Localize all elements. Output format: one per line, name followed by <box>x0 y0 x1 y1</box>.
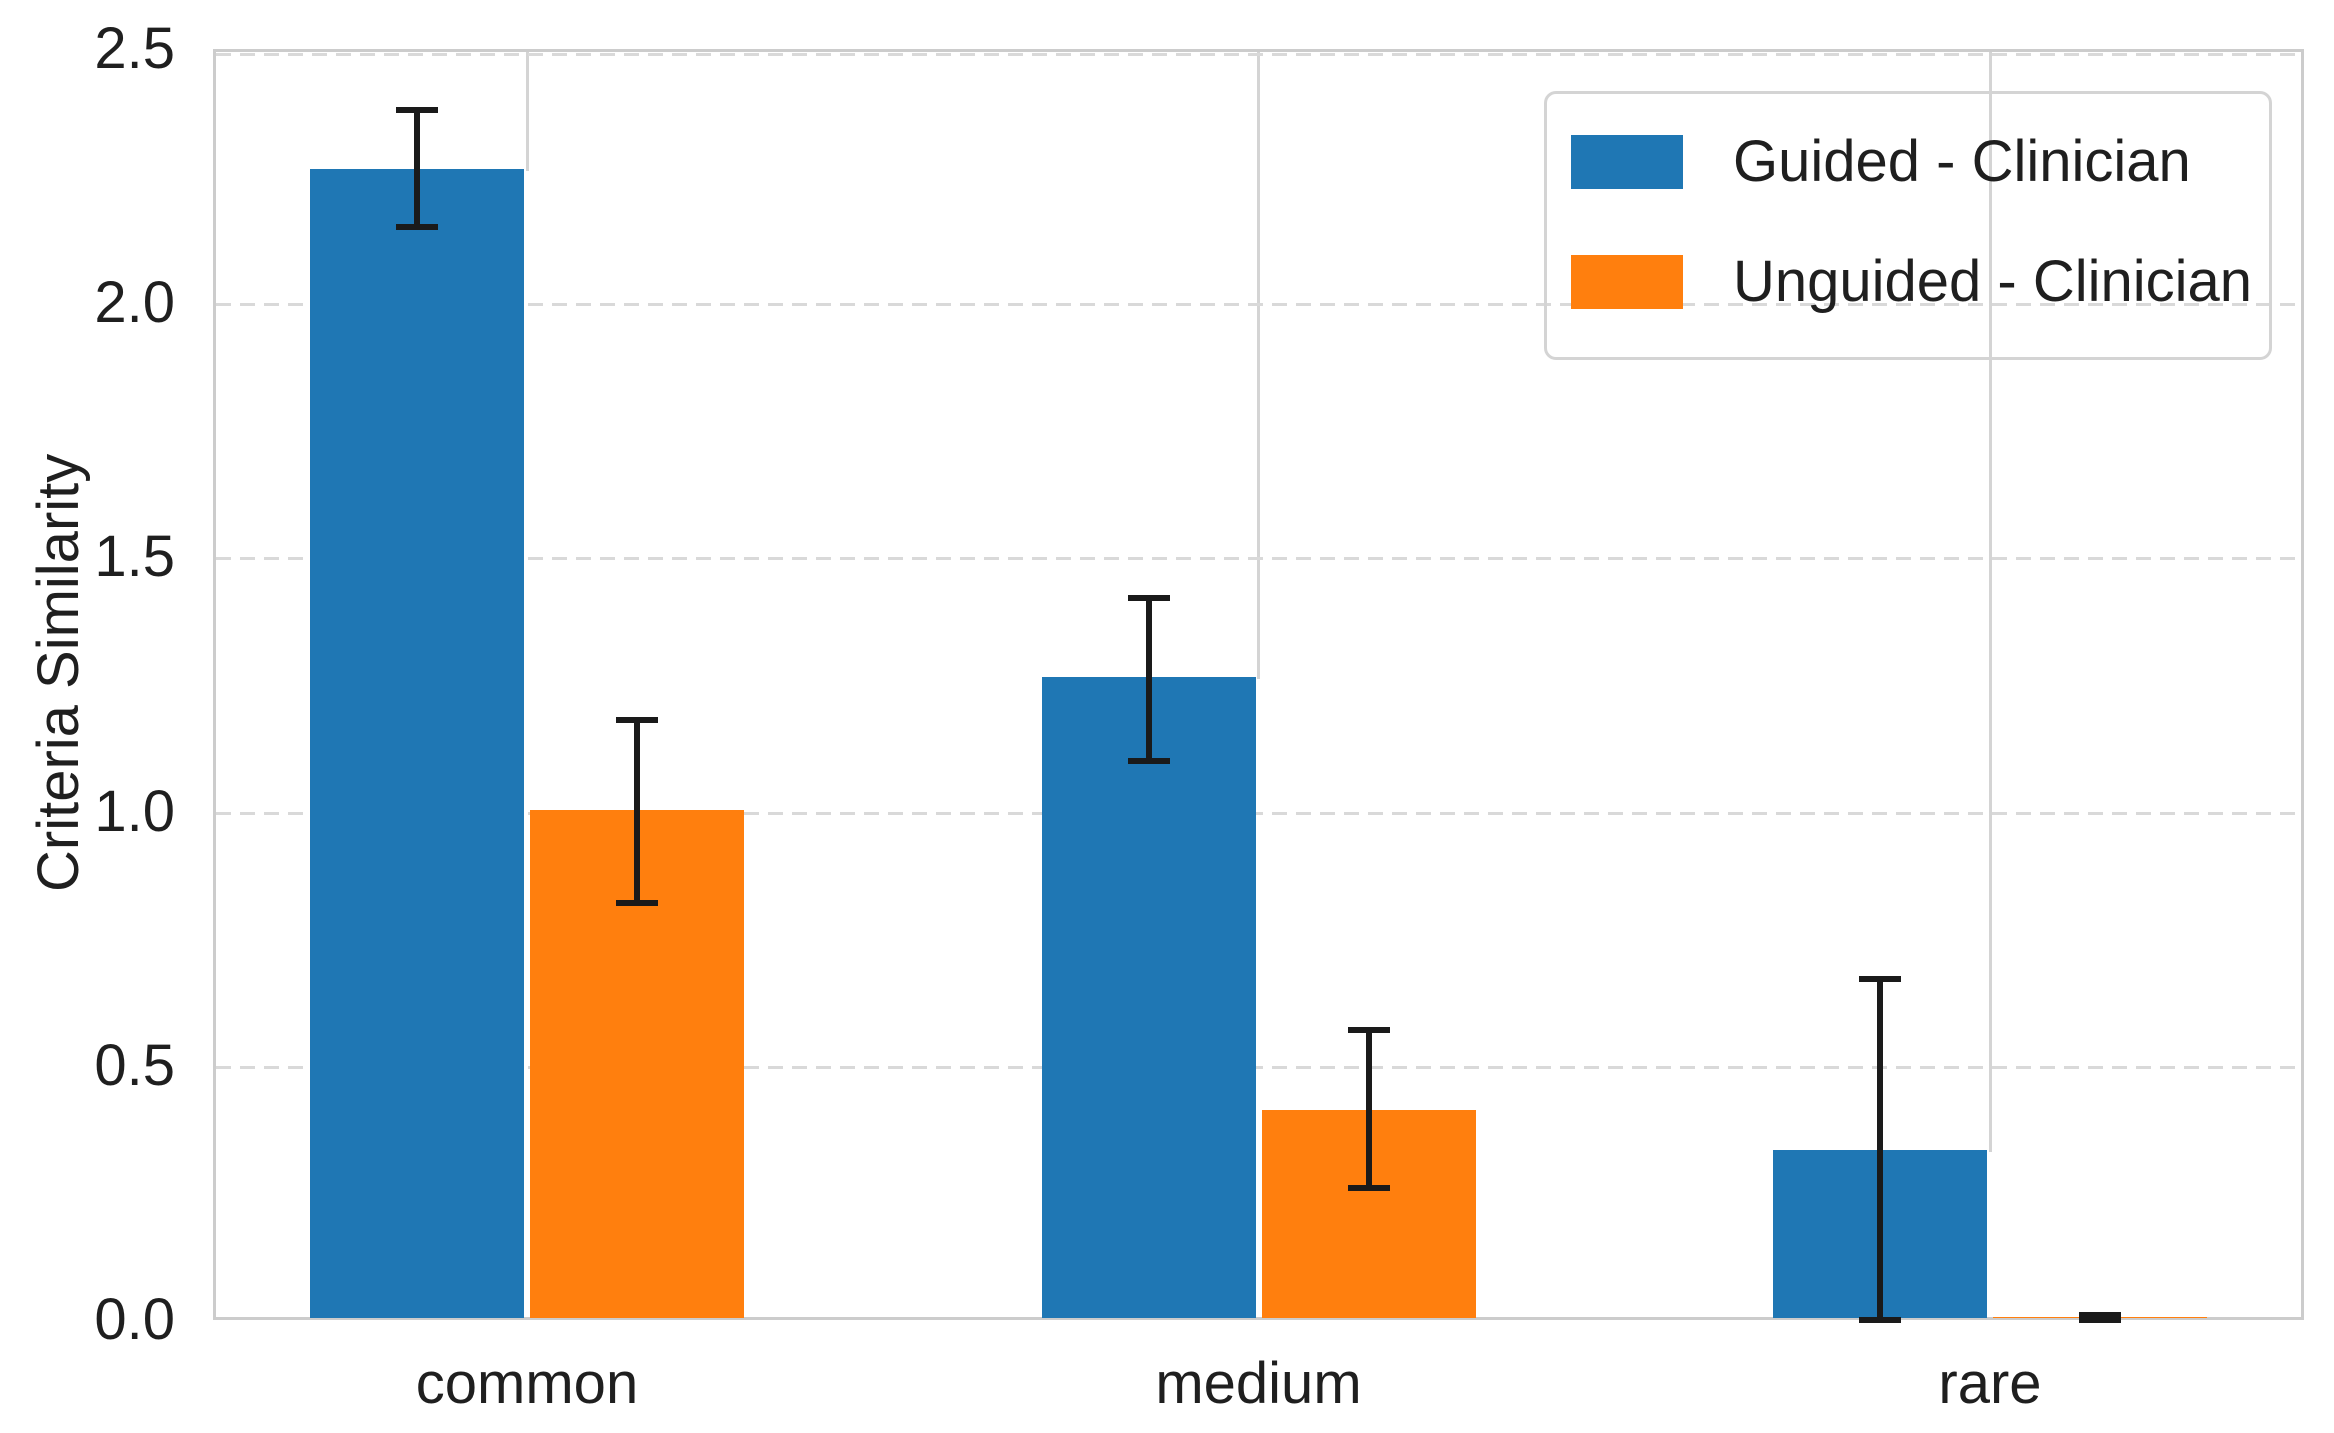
horizontal-gridline <box>216 53 2301 56</box>
error-cap-top <box>2079 1311 2121 1318</box>
error-bar-unguided-clinician-medium <box>1365 1030 1372 1188</box>
vertical-gridline <box>1988 52 1992 1153</box>
x-tick-label: rare <box>1938 1351 2042 1416</box>
error-bar-unguided-clinician-common <box>634 720 640 904</box>
y-tick-label: 2.5 <box>94 16 175 81</box>
x-tick-label: medium <box>1155 1351 1362 1416</box>
legend-swatch-guided-clinician <box>1571 135 1683 189</box>
error-cap-top <box>1127 595 1170 602</box>
x-tick-label: common <box>415 1351 639 1416</box>
horizontal-gridline <box>216 557 2301 561</box>
y-tick-label: 0.0 <box>94 1287 175 1352</box>
error-cap-top <box>616 717 658 724</box>
bar-guided-clinician-medium <box>1041 677 1256 1318</box>
horizontal-gridline <box>216 811 2301 815</box>
error-cap-bottom <box>1347 1184 1390 1191</box>
legend-label-guided-clinician: Guided - Clinician <box>1733 129 2191 194</box>
legend-swatch-unguided-clinician <box>1571 255 1683 309</box>
error-cap-bottom <box>616 900 658 907</box>
vertical-gridline <box>1257 52 1260 680</box>
error-bar-guided-clinician-common <box>414 110 420 227</box>
error-cap-bottom <box>1859 1317 1901 1323</box>
y-tick-label: 0.5 <box>94 1032 175 1098</box>
error-cap-bottom <box>2079 1317 2121 1323</box>
error-cap-top <box>1347 1027 1390 1034</box>
vertical-gridline <box>525 52 529 172</box>
error-cap-bottom <box>396 223 438 230</box>
y-tick-label: 1.0 <box>94 778 175 844</box>
error-cap-top <box>1859 976 1901 983</box>
y-tick-label: 1.5 <box>94 524 175 590</box>
error-bar-guided-clinician-medium <box>1145 598 1152 761</box>
error-bar-guided-clinician-rare <box>1877 979 1883 1320</box>
bar-guided-clinician-common <box>310 169 524 1318</box>
legend-box: Guided - Clinician Unguided - Clinician <box>1544 91 2272 360</box>
y-tick-label: 2.0 <box>94 270 175 336</box>
legend-label-unguided-clinician: Unguided - Clinician <box>1733 249 2253 314</box>
error-cap-bottom <box>1127 757 1170 764</box>
horizontal-gridline <box>216 1065 2301 1069</box>
horizontal-gridline <box>216 303 2301 307</box>
error-cap-top <box>396 107 438 113</box>
